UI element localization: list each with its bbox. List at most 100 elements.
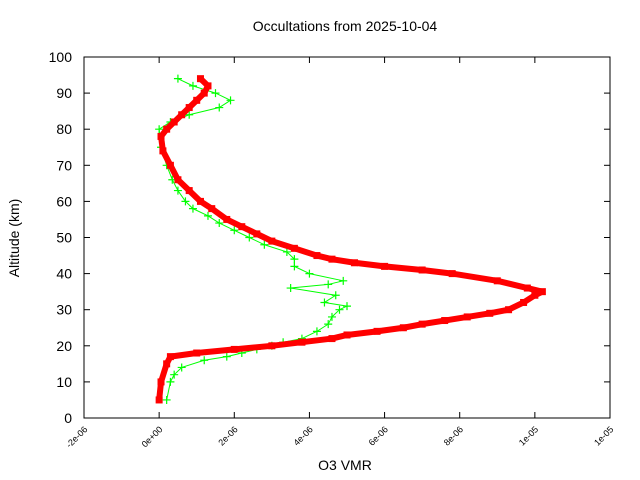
chart-title: Occultations from 2025-10-04: [253, 18, 438, 34]
series-segment: [169, 374, 175, 383]
series-segment: [166, 381, 171, 401]
x-tick-label: -2e-06: [64, 424, 89, 449]
series-segment: [218, 99, 231, 108]
data-point: [305, 269, 314, 278]
series-segment: [339, 305, 348, 311]
series-segment: [264, 244, 288, 253]
series-segment: [327, 316, 333, 325]
series-segment: [376, 324, 404, 335]
series-segment: [271, 339, 303, 349]
data-point: [222, 352, 231, 361]
data-point: [166, 377, 175, 386]
y-tick-label: 40: [56, 266, 72, 282]
data-point: [203, 211, 212, 220]
series-occultation-1: [155, 74, 351, 404]
series-segment: [309, 273, 344, 282]
series-segment: [354, 259, 385, 270]
y-tick-label: 60: [56, 193, 72, 209]
data-point: [170, 370, 179, 379]
series-segment: [290, 287, 336, 296]
series-segment: [192, 208, 209, 217]
series-segment: [173, 367, 183, 376]
series-occultation-2: [155, 75, 546, 404]
data-point: [320, 298, 329, 307]
series-segment: [207, 215, 220, 224]
series-segment: [421, 267, 453, 277]
x-tick-label: 4e-06: [291, 424, 314, 447]
series-segment: [181, 359, 205, 368]
series-segment: [293, 245, 318, 259]
data-point: [226, 96, 235, 105]
y-tick-label: 80: [56, 121, 72, 137]
series-segment: [177, 78, 194, 87]
y-tick-label: 0: [64, 410, 72, 426]
data-point: [260, 240, 269, 249]
series-segment: [324, 301, 348, 307]
series-segment: [234, 229, 250, 238]
data-point: [339, 276, 348, 285]
series-segment: [451, 270, 498, 284]
series-segment: [215, 92, 231, 101]
series-segment: [328, 280, 344, 285]
series-segment: [158, 121, 171, 130]
series-segment: [286, 251, 295, 260]
series-segment: [496, 277, 529, 291]
series-segment: [171, 179, 179, 191]
data-point: [196, 75, 204, 83]
series-segment: [177, 190, 186, 202]
y-tick-label: 10: [56, 374, 72, 390]
data-point: [324, 280, 333, 289]
y-tick-label: 20: [56, 338, 72, 354]
y-tick-label: 100: [49, 49, 73, 65]
series-segment: [301, 335, 333, 346]
series-segment: [331, 256, 355, 266]
series-segment: [316, 323, 329, 332]
x-tick-label: 1e-05: [592, 424, 615, 447]
series-segment: [384, 263, 423, 273]
x-tick-label: 6e-06: [367, 424, 390, 447]
y-tick-label: 30: [56, 302, 72, 318]
series-segment: [226, 352, 242, 358]
series-segment: [466, 310, 491, 320]
plot-frame: [83, 56, 611, 419]
series-segment: [444, 313, 468, 324]
y-tick-label: 90: [56, 85, 72, 101]
series-segment: [233, 342, 273, 353]
series-segment: [346, 328, 378, 338]
x-axis-label: O3 VMR: [318, 457, 372, 473]
x-axis: -2e-06 0e+00 2e-06 4e-06 6e-06 8e-06 1e-05 1e-0…: [64, 57, 615, 450]
data-point: [215, 103, 224, 112]
series-segment: [249, 237, 265, 246]
data-point: [173, 186, 182, 195]
data-marks: [155, 74, 546, 404]
series-segment: [290, 283, 329, 289]
y-axis: 0 10 20 30 40 50 60 70 80 90 100: [49, 49, 610, 426]
series-segment: [324, 294, 336, 303]
data-point: [324, 320, 333, 329]
data-point: [327, 312, 336, 321]
data-point: [282, 247, 291, 256]
data-point: [173, 74, 182, 83]
y-tick-label: 50: [56, 230, 72, 246]
series-segment: [196, 346, 235, 357]
series-segment: [189, 107, 220, 116]
data-point: [162, 395, 171, 404]
series-segment: [421, 317, 446, 328]
series-segment: [270, 238, 296, 252]
y-axis-label: Altitude (km): [6, 199, 22, 278]
series-segment: [185, 201, 194, 209]
data-point: [163, 125, 171, 133]
x-tick-label: 2e-06: [216, 424, 239, 447]
series-segment: [331, 309, 340, 318]
series-segment: [170, 350, 198, 360]
data-point: [181, 197, 190, 206]
x-tick-label: 8e-06: [442, 424, 465, 447]
series-segment: [204, 356, 227, 361]
x-tick-label: 0e+00: [140, 424, 165, 449]
series-segment: [301, 330, 318, 340]
series-segment: [294, 265, 310, 275]
x-tick-label: 1e-05: [517, 424, 540, 447]
series-segment: [219, 222, 235, 231]
data-point: [230, 226, 239, 235]
